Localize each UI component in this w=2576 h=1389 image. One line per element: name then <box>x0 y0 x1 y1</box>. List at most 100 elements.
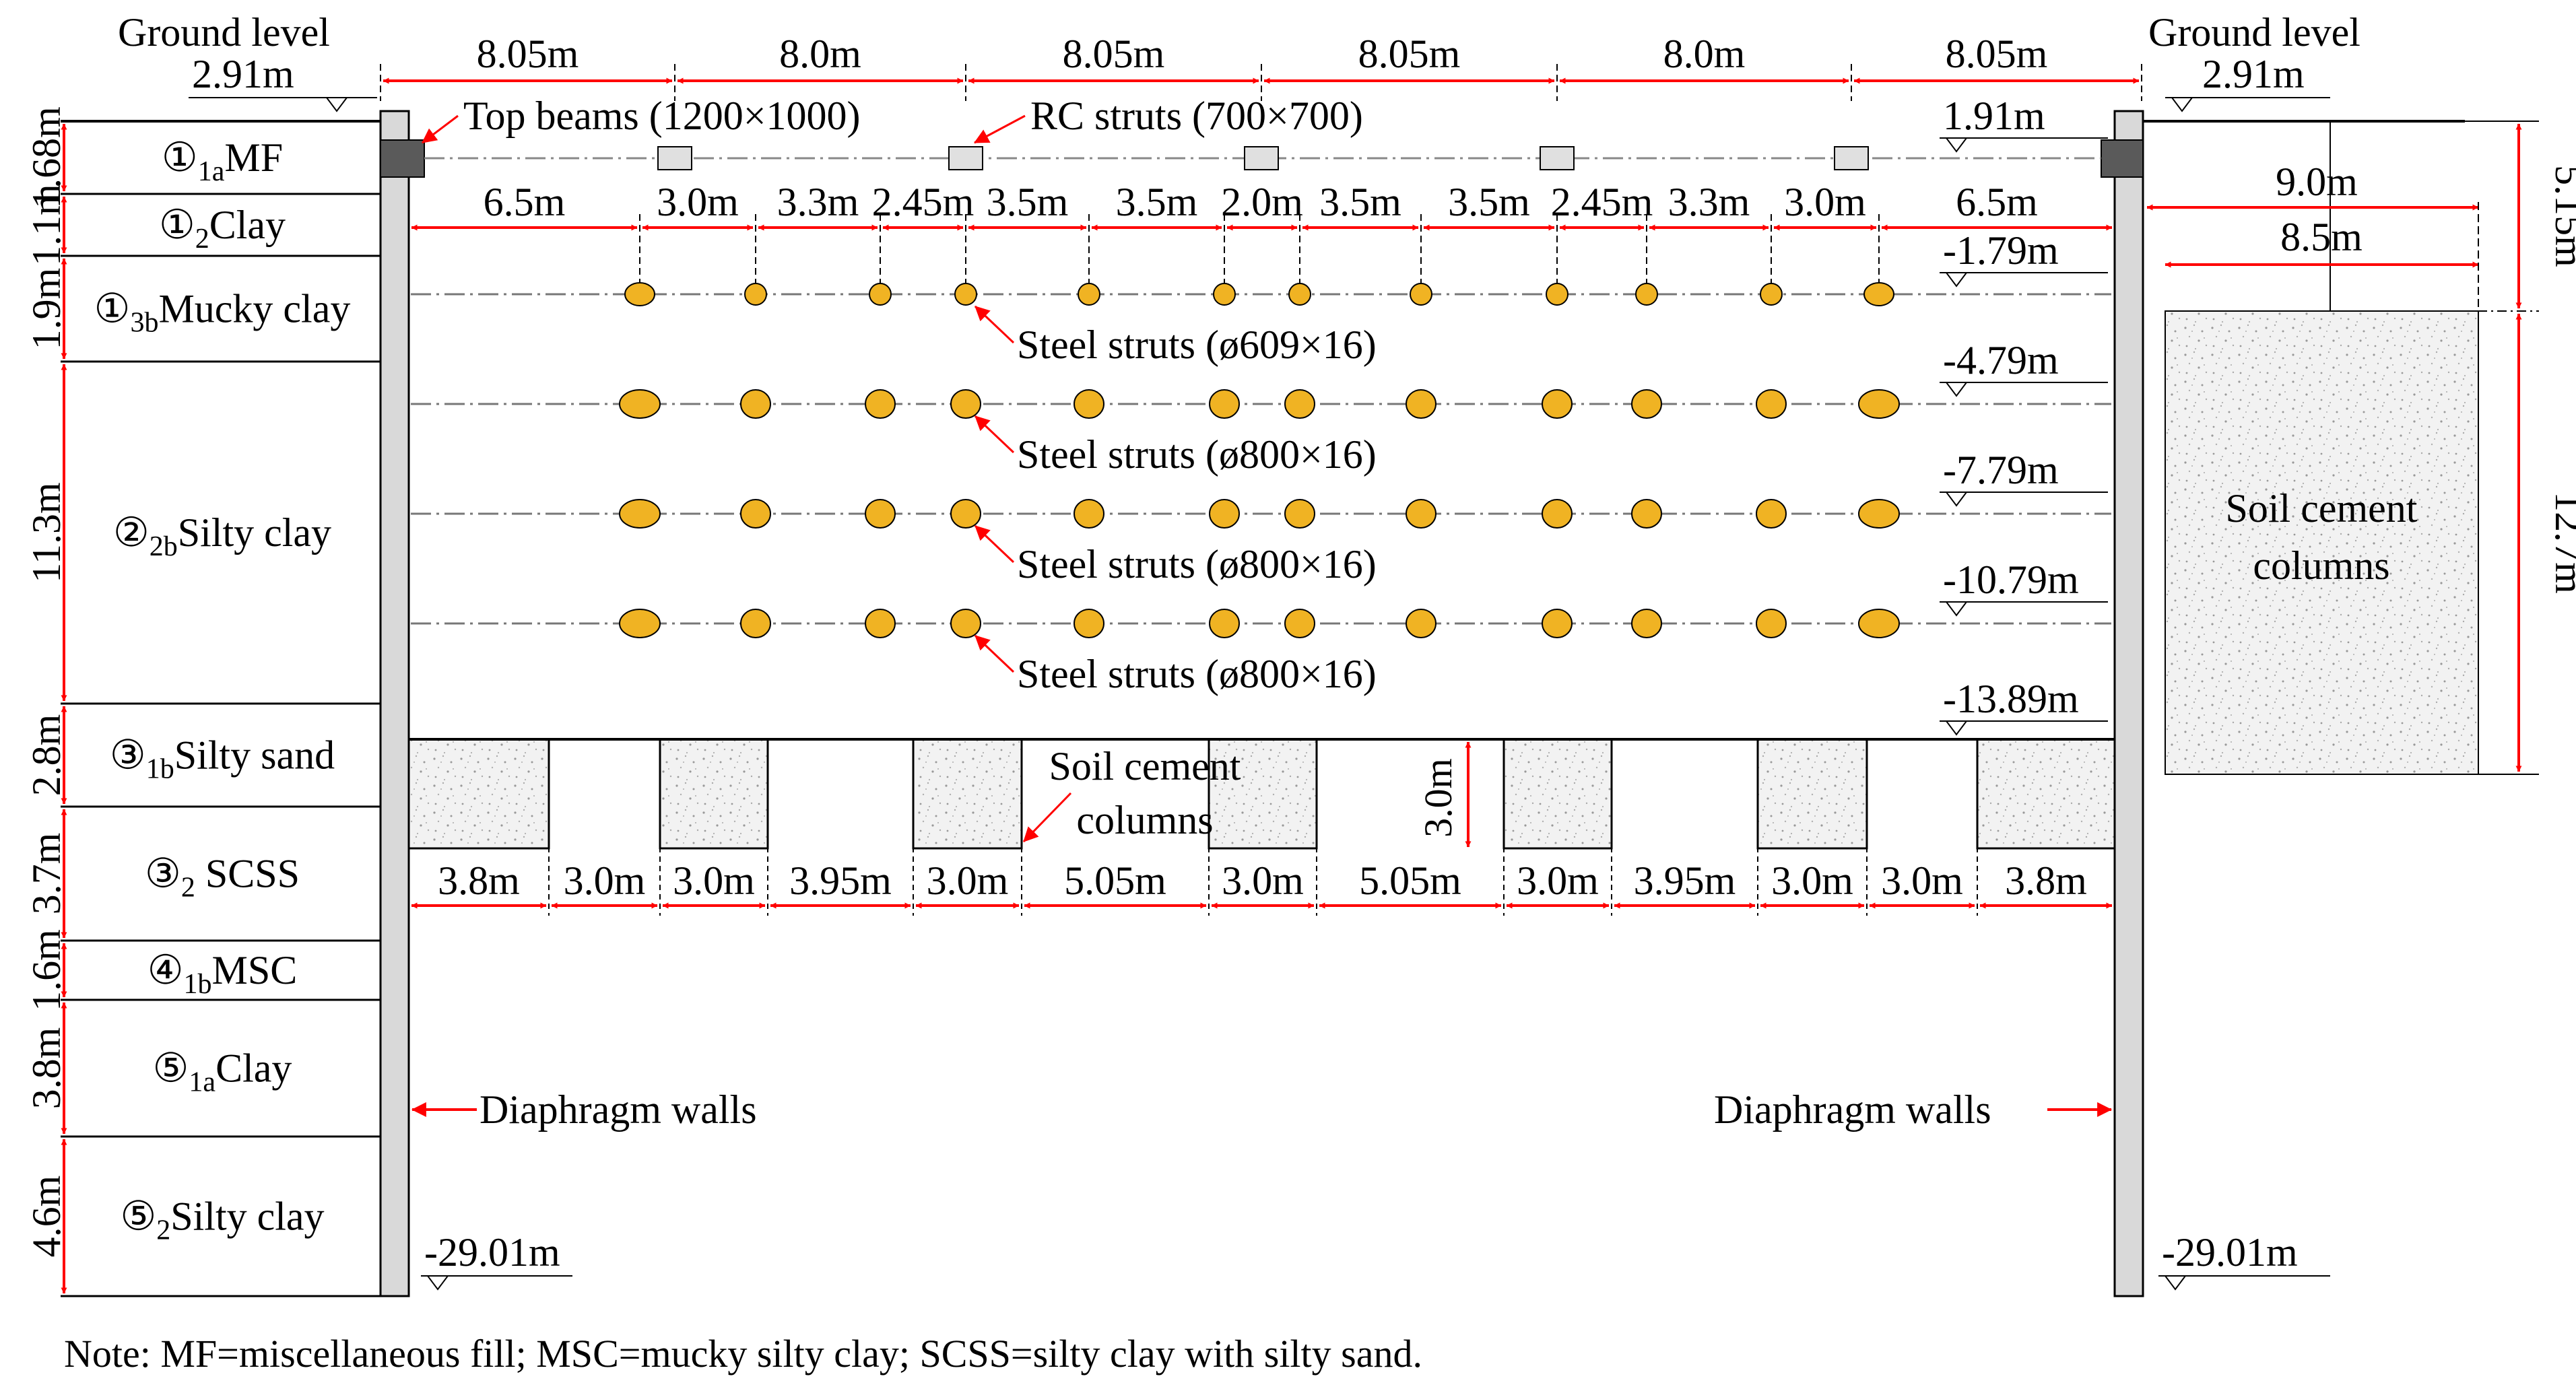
level-label: -1.79m <box>1943 228 2059 273</box>
steel-strut-section <box>1542 389 1573 419</box>
level-marker <box>1945 720 1968 736</box>
layer-name: ①3bMucky clay <box>94 287 351 339</box>
steel-strut-section <box>1078 283 1100 306</box>
ground-label-left-group: Ground level 2.91m <box>118 10 377 112</box>
steel-strut-section <box>624 282 655 306</box>
top-span-label: 8.05m <box>477 32 579 76</box>
steel-strut-section <box>1209 389 1240 419</box>
steel-strut-label: Steel struts (ø800×16) <box>1017 652 1377 696</box>
steel-strut-section <box>1406 389 1436 419</box>
layer-thickness-label: 3.7m <box>24 833 69 915</box>
soil-cement-column <box>1758 741 1867 848</box>
strut-spacing-label: 3.5m <box>1116 180 1198 224</box>
soil-cement-column-outline <box>659 741 769 850</box>
steel-strut-section <box>1858 609 1900 638</box>
soil-cement-column <box>409 741 549 848</box>
diaphragm-wall-right <box>2113 110 2144 1297</box>
steel-strut-section <box>865 499 896 529</box>
steel-strut-arrow <box>974 524 1015 564</box>
soil-cement-column <box>1977 741 2115 848</box>
right-soil-cement-block <box>2165 310 2479 775</box>
level-marker <box>1945 601 1968 617</box>
dynamic-elements: 8.05m 8.0m 8.05m 8.05m 8.0m 8.05m 1.91m 6.5m 3.0… <box>380 32 2142 916</box>
toe-elev-right: -29.01m <box>2162 1230 2298 1275</box>
layer-thickness-label: 1.1m <box>24 184 69 266</box>
top-beam-right <box>2101 139 2144 178</box>
bottom-span-label: 3.8m <box>2005 858 2087 903</box>
bottom-soil-label-1: Soil cement <box>1049 744 1241 788</box>
steel-strut-section <box>740 499 771 529</box>
steel-strut-section <box>1284 609 1315 638</box>
steel-strut-section <box>1074 389 1104 419</box>
steel-strut-section <box>950 609 981 638</box>
steel-strut-section <box>1410 283 1432 306</box>
diaphragm-label-right: Diaphragm walls <box>1714 1087 1991 1132</box>
ground-label-right-group: Ground level 2.91m <box>2148 10 2360 112</box>
bottom-span-label: 3.95m <box>789 858 892 903</box>
top-span-label: 8.05m <box>1946 32 2048 76</box>
steel-strut-label: Steel struts (ø800×16) <box>1017 432 1377 477</box>
level-label: -4.79m <box>1943 338 2059 382</box>
right-dim-outer-label: 9.0m <box>2276 160 2358 204</box>
steel-strut-section <box>1074 609 1104 638</box>
steel-strut-section <box>1631 389 1662 419</box>
ground-elev-left: 2.91m <box>192 52 294 96</box>
rc-level-marker <box>1945 137 1968 153</box>
soil-cement-column-outline <box>407 741 550 850</box>
steel-strut-arrow <box>974 305 1015 344</box>
steel-strut-section <box>1406 609 1436 638</box>
bottom-span-label: 3.95m <box>1634 858 1736 903</box>
soil-cement-column <box>913 741 1022 848</box>
strut-spacing-label: 3.5m <box>1319 180 1401 224</box>
steel-strut-section <box>1858 499 1900 529</box>
bottom-soil-label-2: columns <box>1076 798 1213 842</box>
steel-strut-section <box>950 389 981 419</box>
bottom-span-label: 5.05m <box>1064 858 1166 903</box>
diaphragm-wall-left <box>379 110 410 1297</box>
steel-strut-section <box>619 389 661 419</box>
rc-strut-section <box>1540 146 1575 170</box>
soil-cement-column-outline <box>1502 741 1613 850</box>
strut-spacing-label: 6.5m <box>1956 180 2038 224</box>
steel-strut-section <box>950 499 981 529</box>
right-dim-height-label: 12.7m <box>2547 492 2576 594</box>
top-beam-left <box>380 139 425 178</box>
bottom-soil-arrow <box>1022 792 1072 843</box>
layer-thickness-label: 1.6m <box>24 929 69 1011</box>
steel-strut-arrow <box>974 634 1015 673</box>
steel-strut-section <box>1546 283 1568 306</box>
layer-thickness-label: 2.8m <box>24 714 69 797</box>
steel-strut-section <box>740 609 771 638</box>
rc-struts-label: RC struts (700×700) <box>1030 94 1363 138</box>
bottom-span-label: 3.0m <box>1517 858 1599 903</box>
layer-name: ②2bSilty clay <box>113 510 331 562</box>
bottom-span-label: 5.05m <box>1359 858 1461 903</box>
layer-name: ①2Clay <box>159 203 286 255</box>
steel-strut-section <box>1858 389 1900 419</box>
steel-strut-section <box>1406 499 1436 529</box>
steel-strut-section <box>1631 499 1662 529</box>
level-label: -13.89m <box>1943 677 2079 721</box>
soil-cement-column-outline <box>1208 741 1318 850</box>
steel-strut-section <box>740 389 771 419</box>
steel-strut-section <box>1760 283 1783 306</box>
strut-spacing-label: 2.45m <box>1551 180 1653 224</box>
soil-cement-column <box>660 741 768 848</box>
layer-name: ③1bSilty sand <box>110 733 335 785</box>
bottom-span-label: 3.0m <box>1881 858 1963 903</box>
top-span-label: 8.0m <box>1663 32 1746 76</box>
right-dim-inner-label: 8.5m <box>2280 215 2363 259</box>
steel-strut-section <box>1284 499 1315 529</box>
rc-struts-arrow <box>974 114 1026 144</box>
steel-strut-section <box>1756 389 1787 419</box>
steel-strut-section <box>1631 609 1662 638</box>
bottom-span-label: 3.0m <box>564 858 646 903</box>
steel-strut-section <box>1756 609 1787 638</box>
layer-thickness-label: 11.3m <box>24 482 69 582</box>
toe-elev-left: -29.01m <box>424 1230 560 1275</box>
right-soil-label-2: columns <box>2253 543 2389 588</box>
layer-name: ⑤2Silty clay <box>120 1194 324 1246</box>
top-span-label: 8.05m <box>1063 32 1165 76</box>
diaphragm-label-left: Diaphragm walls <box>480 1087 757 1132</box>
